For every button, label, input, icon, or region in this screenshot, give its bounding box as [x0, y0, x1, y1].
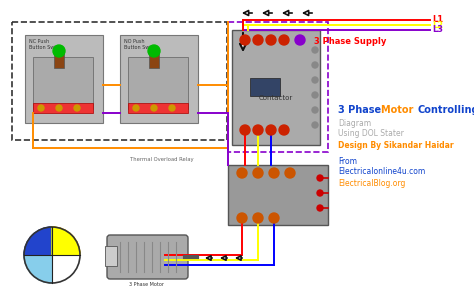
Text: L2: L2 [432, 20, 443, 30]
Text: NO Push: NO Push [124, 39, 145, 44]
Circle shape [312, 122, 318, 128]
Circle shape [312, 47, 318, 53]
Bar [33, 103, 93, 113]
Wedge shape [24, 255, 52, 283]
Circle shape [151, 105, 157, 111]
Circle shape [38, 105, 44, 111]
Text: Diagram: Diagram [338, 119, 371, 128]
Wedge shape [52, 227, 80, 255]
Bar [250, 78, 280, 96]
Bar [128, 57, 188, 109]
Circle shape [317, 205, 323, 211]
Circle shape [317, 190, 323, 196]
Circle shape [240, 35, 250, 45]
Text: Button Switch: Button Switch [29, 45, 64, 50]
Circle shape [285, 168, 295, 178]
Bar [228, 165, 328, 225]
Circle shape [169, 105, 175, 111]
Text: 3 Phase: 3 Phase [338, 105, 384, 115]
Circle shape [253, 168, 263, 178]
Text: Motor: Motor [381, 105, 417, 115]
Bar [232, 30, 320, 145]
Circle shape [269, 168, 279, 178]
Circle shape [295, 35, 305, 45]
Text: Using DOL Stater: Using DOL Stater [338, 129, 404, 138]
Text: Thermal Overload Relay: Thermal Overload Relay [130, 157, 193, 163]
Circle shape [253, 213, 263, 223]
Circle shape [269, 213, 279, 223]
Circle shape [240, 125, 250, 135]
Text: NC Push: NC Push [29, 39, 49, 44]
Text: Design By Sikandar Haidar: Design By Sikandar Haidar [338, 141, 454, 150]
Bar [25, 35, 103, 123]
Circle shape [279, 125, 289, 135]
Wedge shape [24, 227, 52, 255]
Text: 3 Phase Motor: 3 Phase Motor [129, 282, 164, 287]
FancyBboxPatch shape [107, 235, 188, 279]
Text: Contactor: Contactor [259, 95, 293, 101]
Bar [54, 50, 64, 68]
Circle shape [253, 35, 263, 45]
Text: Electricalonline4u.com: Electricalonline4u.com [338, 167, 425, 176]
Circle shape [237, 168, 247, 178]
Bar [105, 246, 117, 266]
Circle shape [237, 213, 247, 223]
Circle shape [312, 92, 318, 98]
Text: From: From [338, 157, 357, 166]
Circle shape [266, 125, 276, 135]
Text: 3 Phase Supply: 3 Phase Supply [314, 38, 386, 46]
Circle shape [53, 45, 65, 57]
Bar [128, 103, 188, 113]
Text: Controlling: Controlling [418, 105, 474, 115]
Circle shape [312, 62, 318, 68]
Circle shape [56, 105, 62, 111]
Circle shape [266, 35, 276, 45]
Text: Button Switch: Button Switch [124, 45, 158, 50]
Circle shape [133, 105, 139, 111]
Circle shape [312, 107, 318, 113]
Bar [228, 22, 328, 152]
Bar [120, 35, 198, 123]
Circle shape [279, 35, 289, 45]
Circle shape [253, 125, 263, 135]
Bar [149, 50, 159, 68]
Text: L1: L1 [432, 15, 443, 25]
Bar [33, 57, 93, 109]
Wedge shape [52, 227, 80, 255]
Text: L3: L3 [432, 25, 443, 35]
Circle shape [317, 175, 323, 181]
Bar [12, 22, 227, 140]
Circle shape [312, 77, 318, 83]
Circle shape [74, 105, 80, 111]
Text: ElectricalBlog.org: ElectricalBlog.org [338, 179, 405, 188]
Circle shape [148, 45, 160, 57]
